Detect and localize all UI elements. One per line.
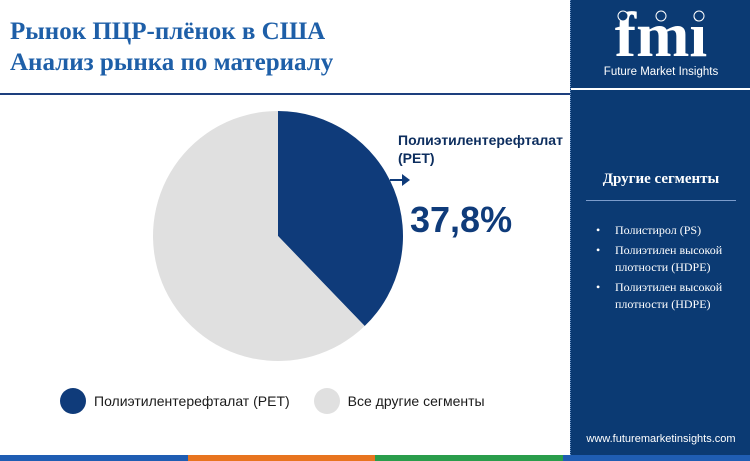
bottom-bar-segment <box>187 455 375 461</box>
pie-chart <box>153 111 410 361</box>
globe-icon <box>693 10 705 22</box>
bottom-color-bar <box>0 455 750 461</box>
pie-slice-pet <box>278 111 404 327</box>
legend-swatch-other <box>313 388 340 414</box>
bottom-bar-segment <box>0 455 188 461</box>
pie-slices <box>153 111 404 361</box>
chart-subtitle: Анализ рынка по материалу <box>10 49 334 76</box>
segments-title: Другие сегменты <box>602 171 720 187</box>
callout-arrow <box>390 174 410 186</box>
website-link[interactable]: www.futuremarketinsights.com <box>586 433 736 445</box>
callout-label: Полиэтилентерефталат (PET) <box>398 132 563 166</box>
chart-title: Рынок ПЦР-плёнок в США <box>10 18 326 45</box>
logo-divider <box>571 88 750 90</box>
legend-label-other: Все другие сегменты <box>347 393 485 409</box>
segments-list: Полистирол (PS) Полиэтилен высокой плотн… <box>593 222 743 316</box>
sidebar: fmi Future Market Insights Другие сегмен… <box>570 0 750 455</box>
segment-item: Полиэтилен высокой плотности (HDPE) <box>593 242 743 276</box>
callout-value: 37,8% <box>410 199 513 240</box>
bottom-bar-segment <box>375 455 563 461</box>
segment-item: Полистирол (PS) <box>593 222 743 239</box>
legend-swatch-pet <box>60 388 86 414</box>
legend-item-other: Все другие сегменты <box>313 388 485 414</box>
pie-slice-other <box>153 111 365 361</box>
legend-item-pet: Полиэтилентерефталат (PET) <box>60 388 290 414</box>
globe-icon <box>617 10 629 22</box>
globe-icon <box>655 10 667 22</box>
segments-divider <box>586 200 736 201</box>
logo-subtitle: Future Market Insights <box>603 66 719 78</box>
bottom-bar-segment <box>562 455 750 461</box>
legend: Полиэтилентерефталат (PET) Все другие се… <box>60 388 509 414</box>
fmi-logo: fmi <box>615 6 707 64</box>
title-divider <box>0 93 570 95</box>
title-block: Рынок ПЦР-плёнок в США Анализ рынка по м… <box>10 16 570 78</box>
segment-item: Полиэтилен высокой плотности (HDPE) <box>593 279 743 313</box>
legend-label-pet: Полиэтилентерефталат (PET) <box>94 393 290 409</box>
